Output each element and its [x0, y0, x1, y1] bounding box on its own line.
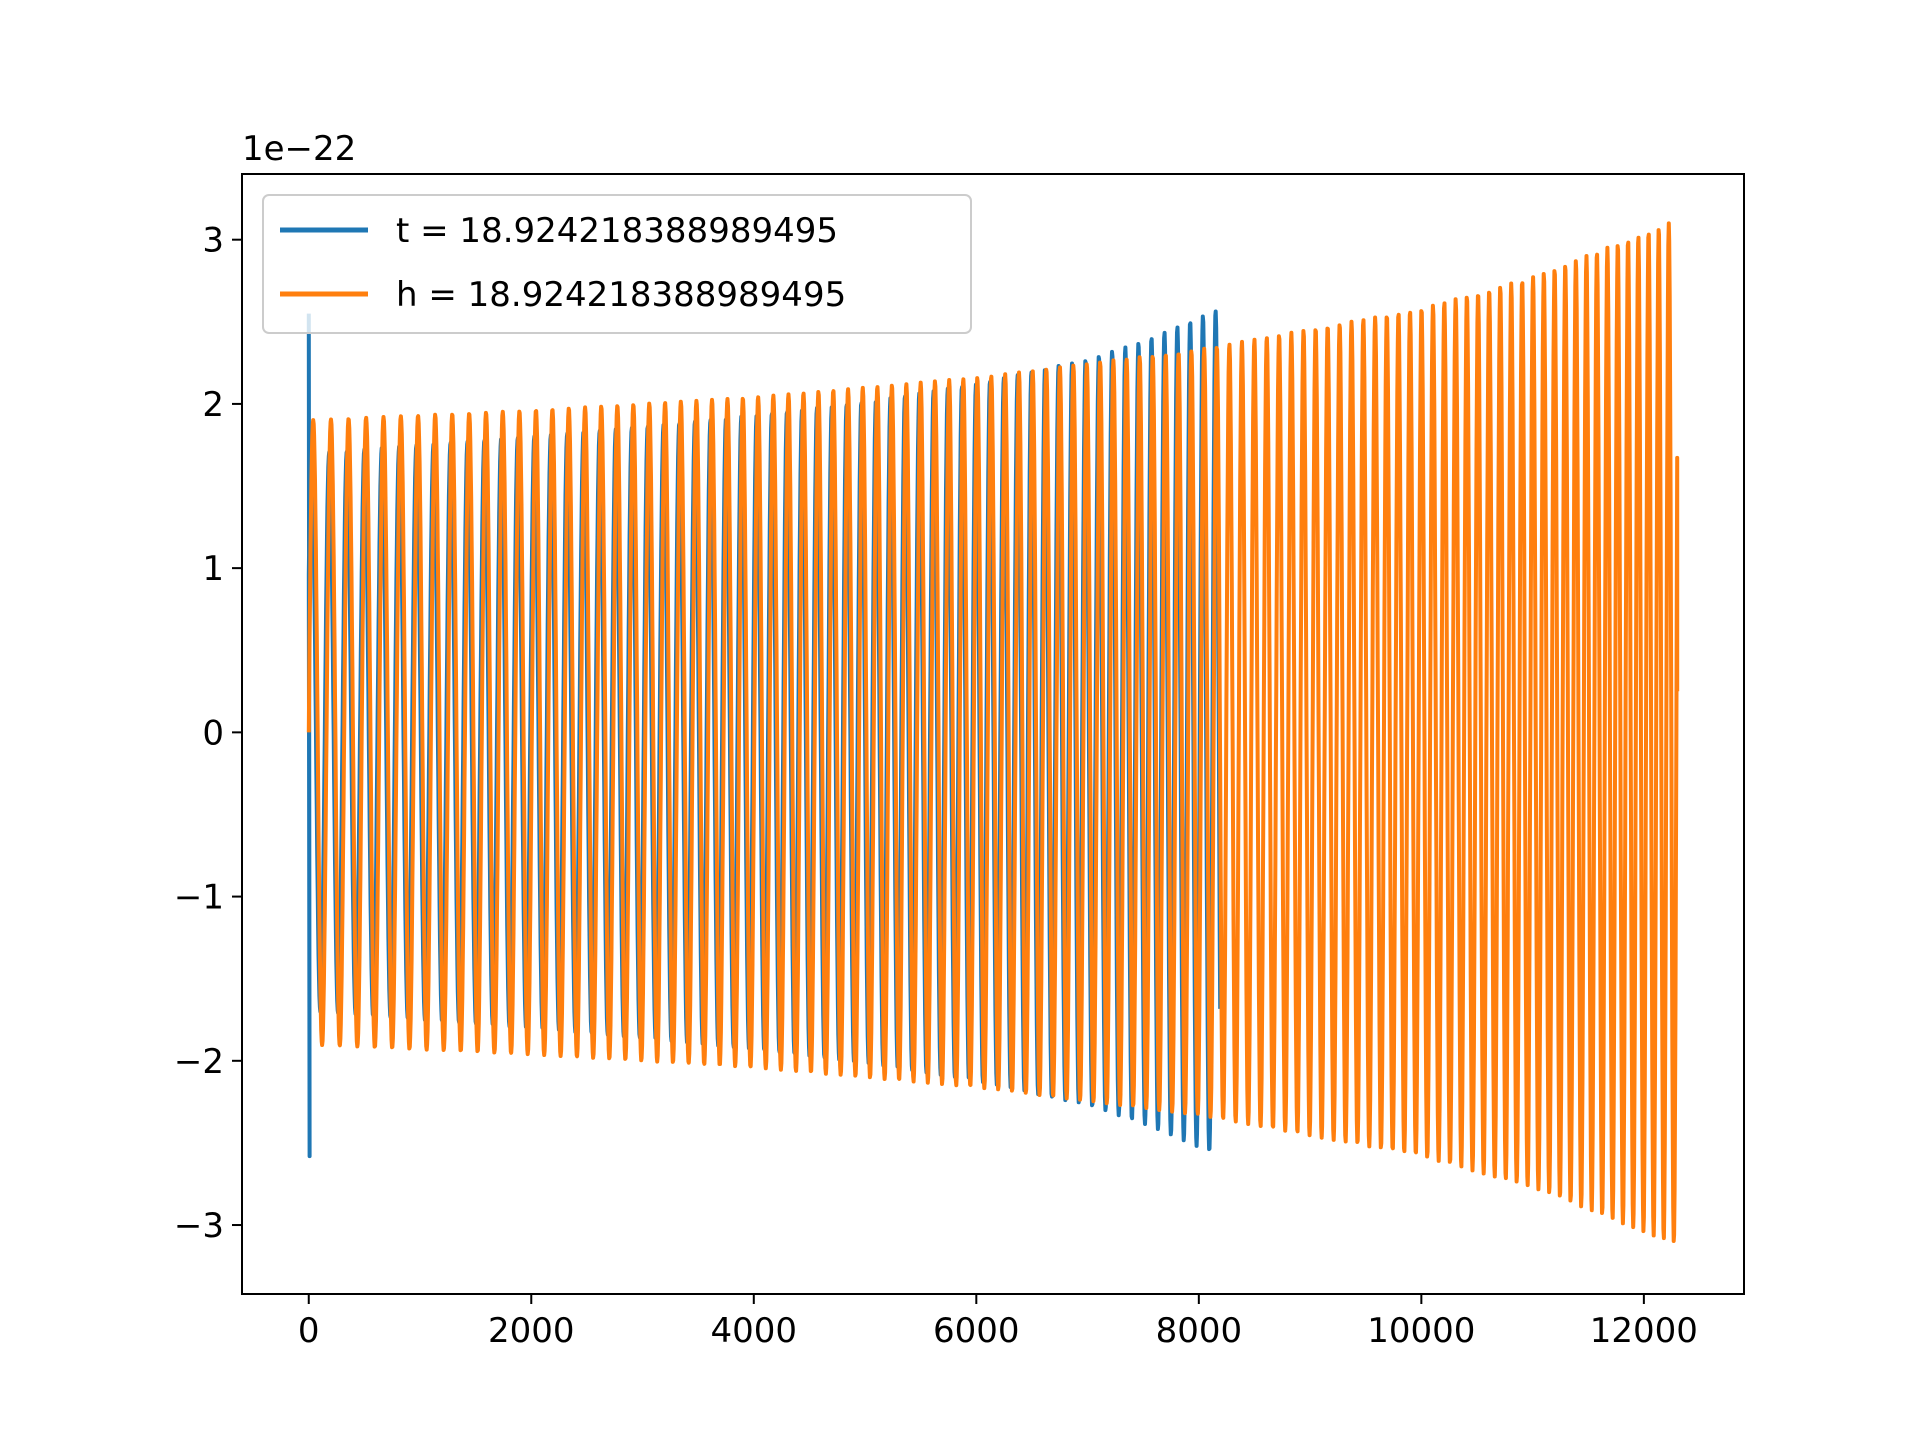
x-tick-label: 6000: [933, 1311, 1020, 1351]
y-tick-label: −2: [174, 1042, 224, 1082]
y-tick-label: 3: [202, 221, 224, 261]
x-tick-label: 12000: [1590, 1311, 1698, 1351]
series-layer: [306, 221, 1680, 1243]
y-offset-text: 1e−22: [242, 129, 356, 169]
y-tick-label: 0: [202, 713, 224, 753]
series-line-2: [306, 221, 1680, 1243]
x-axis: 0 2000 4000 6000 8000 10000 12000: [298, 1294, 1698, 1351]
plot-frame: [241, 173, 1745, 1295]
legend-label-series-2: h = 18.924218388989495: [396, 275, 846, 315]
legend: t = 18.924218388989495 h = 18.9242183889…: [262, 194, 972, 334]
y-tick-label: −1: [174, 878, 224, 918]
x-tick-label: 8000: [1156, 1311, 1243, 1351]
x-tick-label: 4000: [711, 1311, 798, 1351]
y-axis: −3 −2 −1 0 1 2 3: [174, 221, 242, 1246]
y-tick-label: 2: [202, 385, 224, 425]
x-tick-label: 2000: [488, 1311, 575, 1351]
x-tick-label: 10000: [1367, 1311, 1475, 1351]
x-tick-label: 0: [298, 1311, 320, 1351]
legend-label-series-1: t = 18.924218388989495: [396, 211, 838, 251]
y-tick-label: 1: [202, 549, 224, 589]
y-tick-label: −3: [174, 1206, 224, 1246]
legend-box: [262, 194, 972, 334]
